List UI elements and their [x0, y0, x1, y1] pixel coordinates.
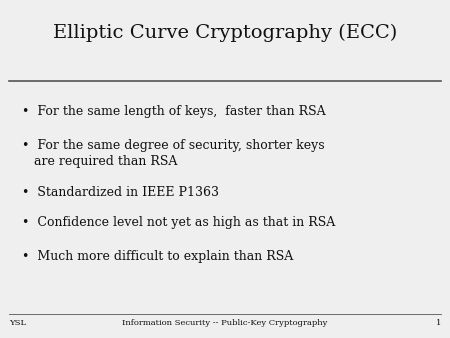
Text: •  For the same degree of security, shorter keys
   are required than RSA: • For the same degree of security, short…: [22, 139, 325, 168]
Text: YSL: YSL: [9, 319, 26, 328]
Text: Elliptic Curve Cryptography (ECC): Elliptic Curve Cryptography (ECC): [53, 24, 397, 42]
Text: 1: 1: [436, 319, 441, 328]
Text: •  Much more difficult to explain than RSA: • Much more difficult to explain than RS…: [22, 250, 294, 263]
Text: •  Confidence level not yet as high as that in RSA: • Confidence level not yet as high as th…: [22, 216, 336, 229]
Text: •  For the same length of keys,  faster than RSA: • For the same length of keys, faster th…: [22, 105, 326, 118]
Text: Information Security -- Public-Key Cryptography: Information Security -- Public-Key Crypt…: [122, 319, 328, 328]
Text: •  Standardized in IEEE P1363: • Standardized in IEEE P1363: [22, 186, 220, 199]
